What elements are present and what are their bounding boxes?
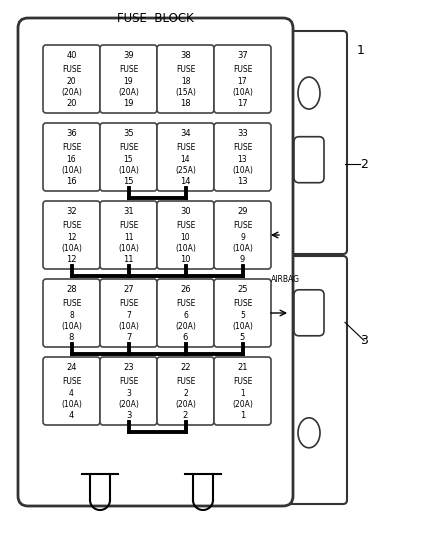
Text: FUSE
20
(20A): FUSE 20 (20A): [61, 66, 82, 96]
Text: 1: 1: [240, 410, 245, 419]
Text: FUSE
3
(20A): FUSE 3 (20A): [118, 377, 139, 409]
Text: 4: 4: [69, 410, 74, 419]
Text: FUSE
6
(20A): FUSE 6 (20A): [175, 300, 196, 330]
Text: FUSE
1
(20A): FUSE 1 (20A): [232, 377, 253, 409]
FancyBboxPatch shape: [214, 279, 271, 347]
FancyBboxPatch shape: [157, 357, 214, 425]
Text: FUSE
7
(10A): FUSE 7 (10A): [118, 300, 139, 330]
Text: 26: 26: [180, 285, 191, 294]
Text: 8: 8: [69, 333, 74, 342]
Text: 13: 13: [237, 176, 248, 185]
Text: FUSE
17
(10A): FUSE 17 (10A): [232, 66, 253, 96]
Text: 33: 33: [237, 128, 248, 138]
Text: 24: 24: [66, 362, 77, 372]
FancyBboxPatch shape: [294, 136, 324, 183]
Ellipse shape: [298, 418, 320, 448]
Text: FUSE
13
(10A): FUSE 13 (10A): [232, 143, 253, 175]
FancyBboxPatch shape: [214, 201, 271, 269]
FancyBboxPatch shape: [157, 123, 214, 191]
Text: FUSE
4
(10A): FUSE 4 (10A): [61, 377, 82, 409]
Text: 7: 7: [126, 333, 131, 342]
Text: FUSE  BLOCK: FUSE BLOCK: [117, 12, 194, 25]
FancyBboxPatch shape: [100, 357, 157, 425]
Text: 20: 20: [66, 99, 77, 108]
Text: FUSE
11
(10A): FUSE 11 (10A): [118, 221, 139, 253]
Text: 27: 27: [123, 285, 134, 294]
FancyBboxPatch shape: [157, 45, 214, 113]
FancyBboxPatch shape: [214, 123, 271, 191]
Text: 19: 19: [123, 99, 134, 108]
Text: 29: 29: [237, 206, 248, 215]
Text: 25: 25: [237, 285, 248, 294]
FancyBboxPatch shape: [100, 123, 157, 191]
Text: AIRBAG: AIRBAG: [271, 274, 300, 284]
FancyBboxPatch shape: [18, 18, 293, 506]
Text: 37: 37: [237, 51, 248, 60]
Text: FUSE
19
(20A): FUSE 19 (20A): [118, 66, 139, 96]
Text: 12: 12: [66, 254, 77, 263]
Text: 9: 9: [240, 254, 245, 263]
Text: FUSE
8
(10A): FUSE 8 (10A): [61, 300, 82, 330]
FancyBboxPatch shape: [100, 201, 157, 269]
Ellipse shape: [298, 77, 320, 109]
Text: FUSE
12
(10A): FUSE 12 (10A): [61, 221, 82, 253]
FancyBboxPatch shape: [271, 256, 347, 504]
Text: FUSE
5
(10A): FUSE 5 (10A): [232, 300, 253, 330]
FancyBboxPatch shape: [43, 201, 100, 269]
FancyBboxPatch shape: [294, 290, 324, 336]
Text: 10: 10: [180, 254, 191, 263]
Text: 3: 3: [360, 334, 368, 347]
Text: 22: 22: [180, 362, 191, 372]
Text: 36: 36: [66, 128, 77, 138]
FancyBboxPatch shape: [43, 357, 100, 425]
Text: FUSE
9
(10A): FUSE 9 (10A): [232, 221, 253, 253]
Text: 35: 35: [123, 128, 134, 138]
Text: 40: 40: [66, 51, 77, 60]
Text: 5: 5: [240, 333, 245, 342]
FancyBboxPatch shape: [271, 31, 347, 254]
Text: FUSE
2
(20A): FUSE 2 (20A): [175, 377, 196, 409]
Text: 21: 21: [237, 362, 248, 372]
Text: 3: 3: [126, 410, 131, 419]
FancyBboxPatch shape: [100, 45, 157, 113]
FancyBboxPatch shape: [214, 45, 271, 113]
FancyBboxPatch shape: [157, 201, 214, 269]
Text: 18: 18: [180, 99, 191, 108]
Text: 1: 1: [357, 44, 365, 56]
FancyBboxPatch shape: [157, 279, 214, 347]
Text: FUSE
16
(10A): FUSE 16 (10A): [61, 143, 82, 175]
Text: 28: 28: [66, 285, 77, 294]
Text: 16: 16: [66, 176, 77, 185]
FancyBboxPatch shape: [43, 45, 100, 113]
Text: 23: 23: [123, 362, 134, 372]
FancyBboxPatch shape: [43, 123, 100, 191]
FancyBboxPatch shape: [100, 279, 157, 347]
Text: FUSE
18
(15A): FUSE 18 (15A): [175, 66, 196, 96]
Text: 2: 2: [183, 410, 188, 419]
FancyBboxPatch shape: [214, 357, 271, 425]
Text: 2: 2: [360, 157, 368, 171]
Text: 31: 31: [123, 206, 134, 215]
Text: 30: 30: [180, 206, 191, 215]
FancyBboxPatch shape: [43, 279, 100, 347]
Text: 38: 38: [180, 51, 191, 60]
Text: 14: 14: [180, 176, 191, 185]
Text: 15: 15: [123, 176, 134, 185]
Text: FUSE
15
(10A): FUSE 15 (10A): [118, 143, 139, 175]
Text: 17: 17: [237, 99, 248, 108]
Text: 11: 11: [123, 254, 134, 263]
Text: 34: 34: [180, 128, 191, 138]
Text: FUSE
10
(10A): FUSE 10 (10A): [175, 221, 196, 253]
Text: 39: 39: [123, 51, 134, 60]
Text: FUSE
14
(25A): FUSE 14 (25A): [175, 143, 196, 175]
Text: 32: 32: [66, 206, 77, 215]
Text: 6: 6: [183, 333, 188, 342]
